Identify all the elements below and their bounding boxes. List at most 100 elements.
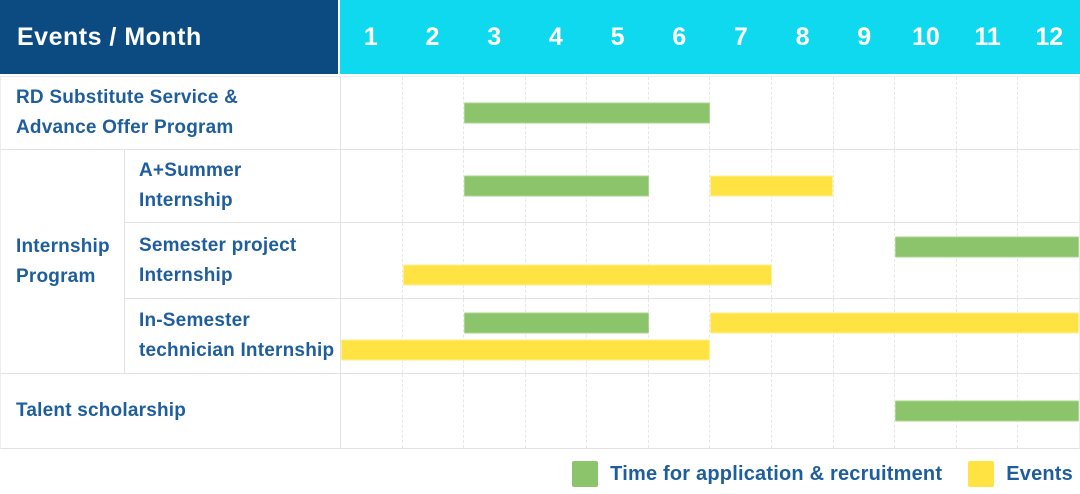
row-label-semester-project: Semester project Internship [125,223,341,298]
month-header-cell: 8 [795,22,810,51]
month-column [587,299,649,373]
month-column [772,223,834,298]
month-column [772,374,834,448]
month-column [526,223,588,298]
month-column [834,150,896,222]
month-header-cell: 6 [672,22,687,51]
month-column [649,223,711,298]
month-column [403,223,465,298]
month-column [710,374,773,448]
table-row-semester-project: Semester project Internship [125,223,1079,299]
row-label-in-semester-technician: In-Semester technician Internship [125,299,341,373]
month-header-strip: 1 2 3 4 5 6 7 8 9 10 11 12 [340,0,1080,74]
month-column [957,299,1019,373]
green-bar [464,102,710,124]
month-column [649,150,711,222]
month-header-cell: 1 [363,22,378,51]
month-column [403,299,465,373]
table-row-in-semester-technician: In-Semester technician Internship [125,299,1079,373]
row-label-line: Semester project [139,234,297,256]
green-bar [464,312,649,334]
month-header-cell: 5 [610,22,625,51]
month-column [710,299,773,373]
table-row-talent-scholarship: Talent scholarship [1,374,1079,449]
month-column [403,77,465,149]
yellow-bar [402,264,772,286]
chart-cell [341,374,1079,448]
month-header-cell: 4 [548,22,563,51]
green-bar [894,400,1079,422]
table-row-a-plus-summer: A+Summer Internship [125,150,1079,223]
legend-label: Events [1006,462,1073,485]
month-header-cell: 2 [425,22,440,51]
yellow-bar [710,175,833,197]
month-column [526,299,588,373]
month-column [834,77,896,149]
month-column [957,150,1019,222]
green-swatch-icon [572,461,599,487]
row-label-line: Program [16,265,96,287]
month-column [341,223,403,298]
month-column [464,223,526,298]
month-column [710,77,773,149]
gantt-body: RD Substitute Service & Advance Offer Pro… [0,76,1080,449]
month-column [464,299,526,373]
month-column [957,77,1019,149]
month-grid [341,223,1079,298]
row-label-line: Internship [139,190,233,211]
row-label-line: Internship [16,235,110,257]
legend: Time for application & recruitment Event… [572,461,1073,487]
yellow-swatch-icon [968,461,995,487]
month-column [341,150,403,222]
legend-label: Time for application & recruitment [610,462,943,485]
group-label-internship-program: Internship Program [1,150,125,373]
month-column [895,77,957,149]
row-label-line: Internship [139,264,233,286]
green-bar [894,236,1079,258]
chart-cell [341,77,1079,149]
month-column [1018,77,1079,149]
table-header-row: Events / Month 1 2 3 4 5 6 7 8 9 10 11 12 [0,0,1080,74]
row-label-a-plus-summer: A+Summer Internship [125,150,341,222]
month-column [895,299,957,373]
chart-cell [341,223,1079,298]
yellow-bar [341,339,710,361]
month-grid [341,299,1079,373]
month-column [772,299,834,373]
chart-cell [341,299,1079,373]
month-column [403,374,465,448]
table-row-rd-substitute: RD Substitute Service & Advance Offer Pro… [1,77,1079,150]
legend-item-application: Time for application & recruitment [572,461,942,487]
month-column [587,223,649,298]
month-column [895,150,957,222]
month-column [526,374,588,448]
month-header-cell: 11 [974,22,1001,51]
month-header-cell: 7 [733,22,748,51]
group-children-internship-program: A+Summer Internship Semester project Intern… [125,150,1079,373]
month-column [649,374,711,448]
month-column [710,223,773,298]
month-column [834,223,896,298]
month-column [341,77,403,149]
month-column [464,374,526,448]
month-column [1018,299,1079,373]
legend-item-events: Events [968,461,1073,487]
month-column [895,223,957,298]
month-column [341,299,403,373]
month-grid [341,77,1079,149]
month-header-cell: 3 [487,22,502,51]
month-header-cell: 10 [911,22,940,51]
row-label-talent-scholarship: Talent scholarship [1,374,341,448]
group-row-internship-program: Internship Program A+Summer Internship Semes… [1,150,1079,374]
events-month-header: Events / Month [0,0,338,74]
month-column [834,299,896,373]
row-label-line: technician Internship [139,340,335,361]
month-header-cell: 9 [857,22,872,51]
month-column [649,299,711,373]
row-label-rd-substitute: RD Substitute Service & Advance Offer Pro… [1,77,341,149]
month-column [834,374,896,448]
month-header-cell: 12 [1035,22,1064,51]
month-column [341,374,403,448]
row-label-line: Talent scholarship [16,400,187,421]
